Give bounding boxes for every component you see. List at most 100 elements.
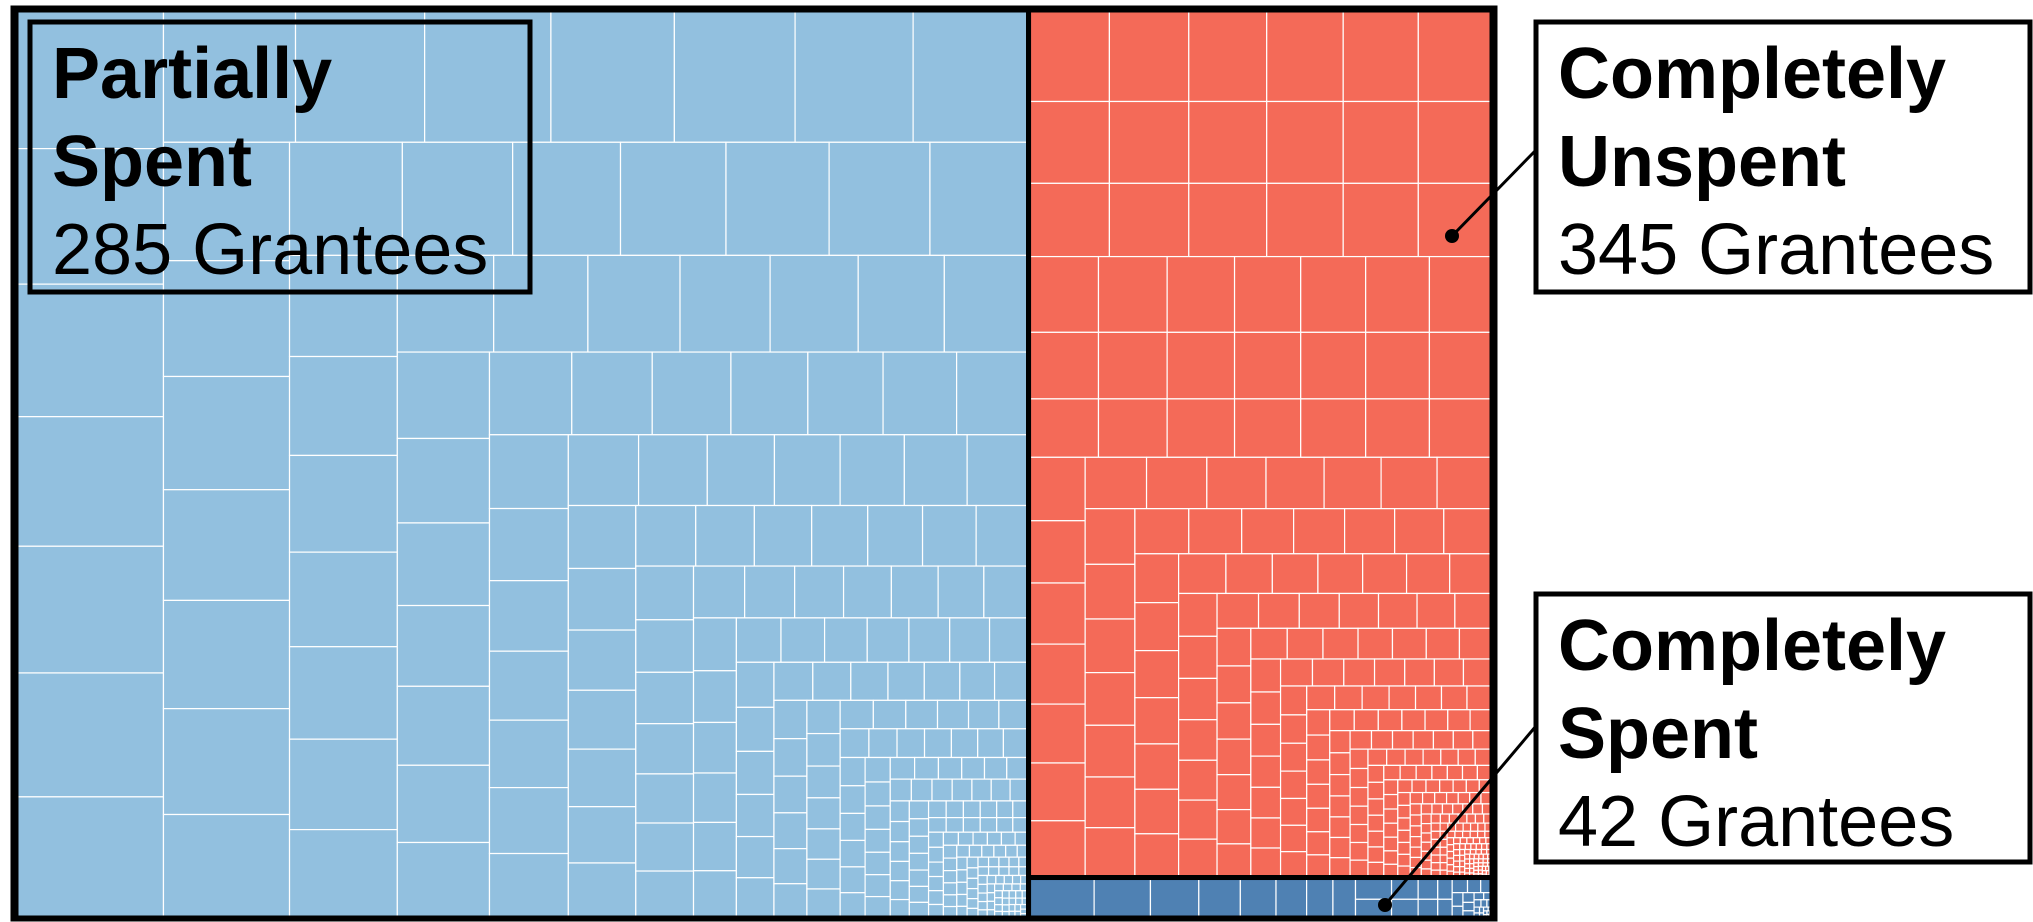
tile [942,882,958,896]
tile [1417,9,1493,103]
tile [1003,874,1014,885]
tile [1409,803,1422,816]
tile [1409,825,1422,838]
leader-dot [1445,229,1459,243]
tile [986,900,996,911]
tile [1216,808,1252,845]
group-count-label: 42 Grantees [1558,782,1954,862]
tile [673,9,796,143]
tile [1008,866,1020,877]
tile [1011,883,1021,892]
tile [15,672,165,798]
tile [1342,100,1419,184]
tiles [1027,876,1493,919]
tile [1459,854,1466,862]
tile [1329,730,1351,754]
tile [1084,724,1136,778]
tile [1469,830,1479,839]
tile [1329,816,1351,839]
tile [1383,779,1399,796]
tile [864,805,891,830]
tile [979,800,998,819]
tile [993,661,1030,701]
tile [706,434,776,507]
tile [1027,876,1095,919]
tile [725,141,830,256]
tile [823,617,868,663]
tile [1452,843,1461,851]
tile [1338,592,1380,629]
tile [1250,817,1282,849]
group-name: Partially [52,34,332,114]
tile [1349,823,1369,844]
tile [962,800,981,819]
tile [1452,866,1461,873]
tile [990,778,1011,802]
tile [1188,508,1243,555]
tile [1397,841,1411,855]
tile [1409,836,1422,848]
tile [1027,255,1100,333]
tile [966,887,979,900]
tile [1367,830,1385,848]
grantee-count: 42 [1558,782,1638,862]
tile [1446,764,1464,781]
tile [1134,553,1180,604]
tile [1239,876,1277,919]
tile [15,796,165,919]
label-box [1533,19,2033,295]
tile [1397,791,1411,806]
tile [1383,764,1401,781]
tile [1421,791,1436,805]
tile [1178,838,1218,879]
tile [1306,709,1331,736]
tile [1377,592,1418,629]
tile [1365,398,1431,458]
tile [1430,822,1441,832]
tile [773,738,808,777]
tile [959,661,996,701]
tile [1027,331,1100,400]
tile [651,351,732,436]
tile [994,904,1003,913]
tile [1306,807,1331,833]
tile [1344,508,1396,555]
tile [812,661,852,701]
tile [1279,797,1308,826]
tile [735,793,775,838]
tile [1349,841,1369,861]
tile [1430,854,1441,864]
tile [1027,643,1086,705]
tile [839,699,874,730]
tile [1373,658,1406,687]
tile [839,434,905,507]
tile [1473,853,1480,860]
tile [912,9,1030,143]
tile [1000,831,1016,846]
tile [1451,892,1464,907]
tile [967,699,1000,730]
tile [1428,398,1493,458]
tile [1367,781,1385,800]
tile [1002,728,1030,759]
tile [1188,182,1268,258]
tile [550,9,675,143]
tile [914,756,940,780]
tile [1481,843,1488,851]
tile [1084,563,1136,620]
tile [1397,829,1411,844]
tile [1462,830,1471,839]
tile [972,831,989,846]
tile [162,813,291,919]
tile [1362,553,1408,595]
tile [1322,627,1359,660]
tile [1482,853,1489,860]
group-name: Completely [1558,34,1946,114]
tile [162,9,297,143]
tile [1317,553,1364,595]
tile [908,617,951,663]
tile [1437,876,1453,900]
tile [977,728,1005,759]
tile [1365,255,1431,333]
tile [396,437,491,524]
